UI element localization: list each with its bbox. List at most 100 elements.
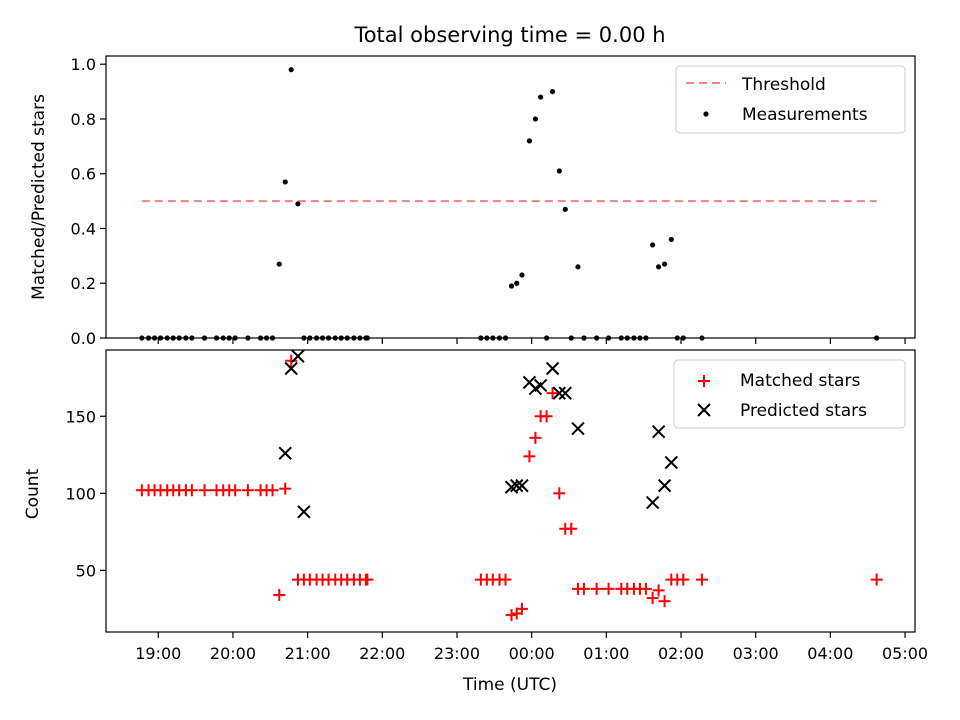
matched-star-point — [553, 487, 566, 500]
bottom-marks — [135, 349, 883, 622]
predicted-star-point — [558, 386, 572, 400]
top-y-axis-label: Matched/Predicted stars — [29, 94, 49, 300]
measurement-point — [605, 335, 612, 341]
legend-measurements-swatch — [703, 111, 709, 117]
measurement-point — [594, 335, 600, 341]
x-tick-label: 19:00 — [135, 644, 181, 663]
matched-star-point — [273, 589, 286, 602]
predicted-star-point — [515, 478, 529, 493]
predicted-star-point — [291, 349, 305, 363]
matched-star-point — [646, 592, 659, 605]
measurement-point — [661, 261, 668, 267]
matched-star-point — [185, 484, 198, 497]
top-y-tick-label: 0.2 — [71, 274, 96, 293]
measurement-point — [519, 272, 525, 278]
measurement-point — [288, 67, 294, 73]
measurement-point — [176, 335, 182, 341]
matched-star-point — [870, 573, 883, 586]
measurement-point — [151, 335, 158, 341]
measurement-point — [496, 335, 503, 341]
top-y-tick-label: 1.0 — [71, 55, 96, 74]
figure-title: Total observing time = 0.00 h — [353, 23, 665, 47]
matched-star-point — [229, 484, 242, 497]
matched-star-point — [523, 450, 536, 463]
matched-star-point — [639, 582, 652, 595]
measurement-point — [543, 335, 550, 341]
matched-star-point — [602, 582, 615, 595]
measurement-point — [581, 335, 587, 341]
measurement-point — [269, 335, 276, 341]
predicted-star-point — [651, 424, 666, 439]
measurement-point — [139, 335, 145, 341]
x-tick-label: 01:00 — [583, 644, 629, 663]
matched-star-point — [695, 573, 708, 586]
legend-predicted-label: Predicted stars — [740, 401, 867, 421]
measurement-point — [213, 335, 220, 341]
x-tick-label: 03:00 — [733, 644, 779, 663]
measurement-point — [508, 283, 515, 289]
measurement-point — [282, 179, 288, 185]
measurement-point — [549, 88, 556, 95]
matched-star-point — [515, 602, 528, 615]
x-tick-label: 22:00 — [359, 644, 405, 663]
bottom-y-ticks: 50 100 150 — [65, 407, 106, 580]
measurement-point — [643, 335, 649, 341]
measurement-point — [490, 335, 496, 341]
measurement-point — [618, 335, 624, 341]
measurement-point — [637, 335, 643, 341]
top-legend: Threshold Measurements — [675, 65, 906, 134]
top-panel: 0.0 0.2 0.4 0.6 0.8 1.0 Matched/Predicted sta… — [29, 55, 916, 348]
predicted-star-point — [545, 361, 560, 376]
legend-matched-swatch — [698, 375, 710, 387]
measurement-point — [344, 335, 350, 341]
measurement-point — [301, 335, 307, 341]
matched-star-point — [266, 484, 279, 497]
measurement-point — [170, 335, 176, 341]
legend-measurements-label: Measurements — [742, 105, 868, 125]
measurement-point — [624, 335, 630, 341]
measurement-point — [338, 335, 344, 341]
predicted-star-point — [278, 446, 292, 460]
matched-star-point — [590, 582, 603, 595]
measurement-point — [874, 335, 880, 341]
bottom-axes-frame — [105, 349, 916, 633]
measurement-point — [668, 236, 674, 243]
measurement-point — [183, 335, 189, 341]
matched-star-point — [241, 484, 254, 497]
measurement-point — [556, 168, 562, 174]
bottom-y-tick-label: 50 — [76, 561, 96, 580]
measurement-point — [562, 206, 568, 212]
measurement-point — [357, 335, 363, 341]
top-y-tick-label: 0.8 — [71, 110, 96, 129]
measurement-point — [351, 335, 357, 341]
measurement-point — [226, 335, 232, 341]
measurement-point — [245, 335, 251, 341]
bottom-legend-frame — [673, 359, 906, 429]
measurement-point — [263, 335, 270, 341]
measurement-point — [145, 335, 152, 341]
measurement-point — [514, 280, 520, 286]
legend-predicted-swatch — [697, 403, 711, 417]
measurement-point — [680, 335, 686, 341]
predicted-star-point — [552, 386, 566, 400]
measurement-point — [631, 335, 637, 341]
top-y-ticks: 0.0 0.2 0.4 0.6 0.8 1.0 — [71, 55, 106, 348]
matched-star-point — [565, 522, 578, 535]
measurement-point — [164, 335, 170, 341]
measurement-point — [575, 264, 581, 270]
measurement-point — [276, 261, 282, 267]
top-y-tick-label: 0.0 — [71, 329, 96, 348]
matched-star-point — [285, 354, 298, 367]
predicted-star-point — [657, 478, 672, 493]
bottom-panel: 50 100 150 19:00 20:00 21:00 22:00 23:00 00:00 0… — [23, 349, 928, 695]
matched-star-point — [540, 410, 553, 423]
matched-star-point — [652, 584, 665, 597]
measurement-point — [325, 335, 332, 341]
matched-star-point — [529, 431, 542, 444]
measurement-point — [650, 242, 656, 248]
matched-star-point — [499, 573, 512, 586]
measurement-point — [313, 335, 320, 341]
bottom-x-ticks: 19:00 20:00 21:00 22:00 23:00 00:00 01:00 02:00… — [135, 632, 928, 663]
x-tick-label: 20:00 — [210, 644, 256, 663]
measurement-point — [656, 264, 662, 270]
